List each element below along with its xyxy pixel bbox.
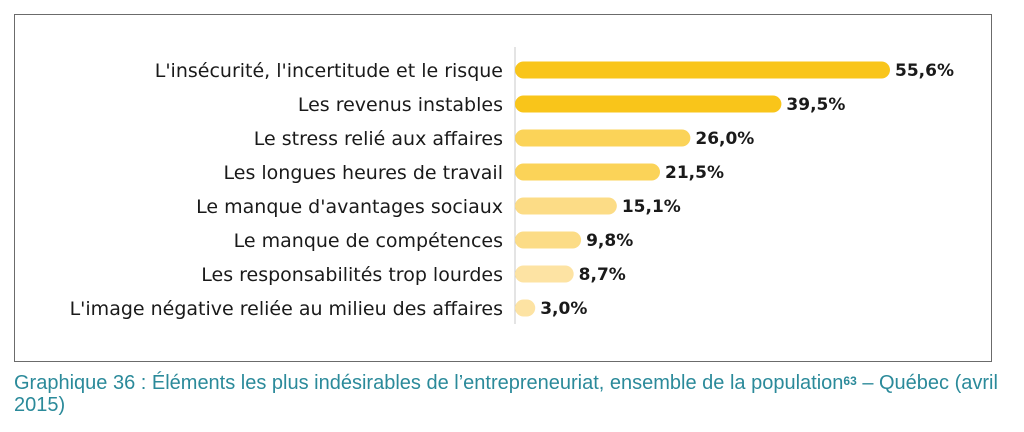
category-label: Le stress relié aux affaires bbox=[254, 128, 503, 150]
bar-chart: L'insécurité, l'incertitude et le risque… bbox=[70, 47, 954, 324]
value-label: 26,0% bbox=[695, 129, 754, 149]
category-label: Le manque d'avantages sociaux bbox=[196, 196, 503, 218]
bar bbox=[515, 129, 691, 147]
bar bbox=[515, 265, 574, 283]
value-label: 21,5% bbox=[665, 163, 724, 183]
chart-caption: Graphique 36 : Éléments les plus indésir… bbox=[14, 372, 1004, 416]
caption-text: Graphique 36 : Éléments les plus indésir… bbox=[14, 372, 844, 394]
bar bbox=[515, 299, 536, 317]
category-label: Le manque de compétences bbox=[234, 230, 503, 252]
value-label: 15,1% bbox=[622, 197, 681, 217]
bar bbox=[515, 95, 782, 113]
bar bbox=[515, 231, 582, 249]
value-label: 3,0% bbox=[540, 299, 587, 319]
value-label: 8,7% bbox=[579, 265, 626, 285]
category-label: L'insécurité, l'incertitude et le risque bbox=[155, 60, 503, 82]
bar bbox=[515, 163, 661, 181]
caption-footnote: 63 bbox=[843, 374, 857, 388]
category-label: Les revenus instables bbox=[298, 94, 503, 116]
bar bbox=[515, 197, 617, 215]
value-label: 55,6% bbox=[895, 61, 954, 81]
value-label: 39,5% bbox=[786, 95, 845, 115]
bar bbox=[515, 61, 890, 79]
caption-text-after: – Québec (avril 2015) bbox=[14, 372, 998, 416]
category-label: Les responsabilités trop lourdes bbox=[201, 264, 503, 286]
value-label: 9,8% bbox=[586, 231, 633, 251]
chart-frame: L'insécurité, l'incertitude et le risque… bbox=[14, 14, 992, 362]
category-label: L'image négative reliée au milieu des af… bbox=[70, 298, 503, 320]
category-label: Les longues heures de travail bbox=[224, 162, 504, 184]
